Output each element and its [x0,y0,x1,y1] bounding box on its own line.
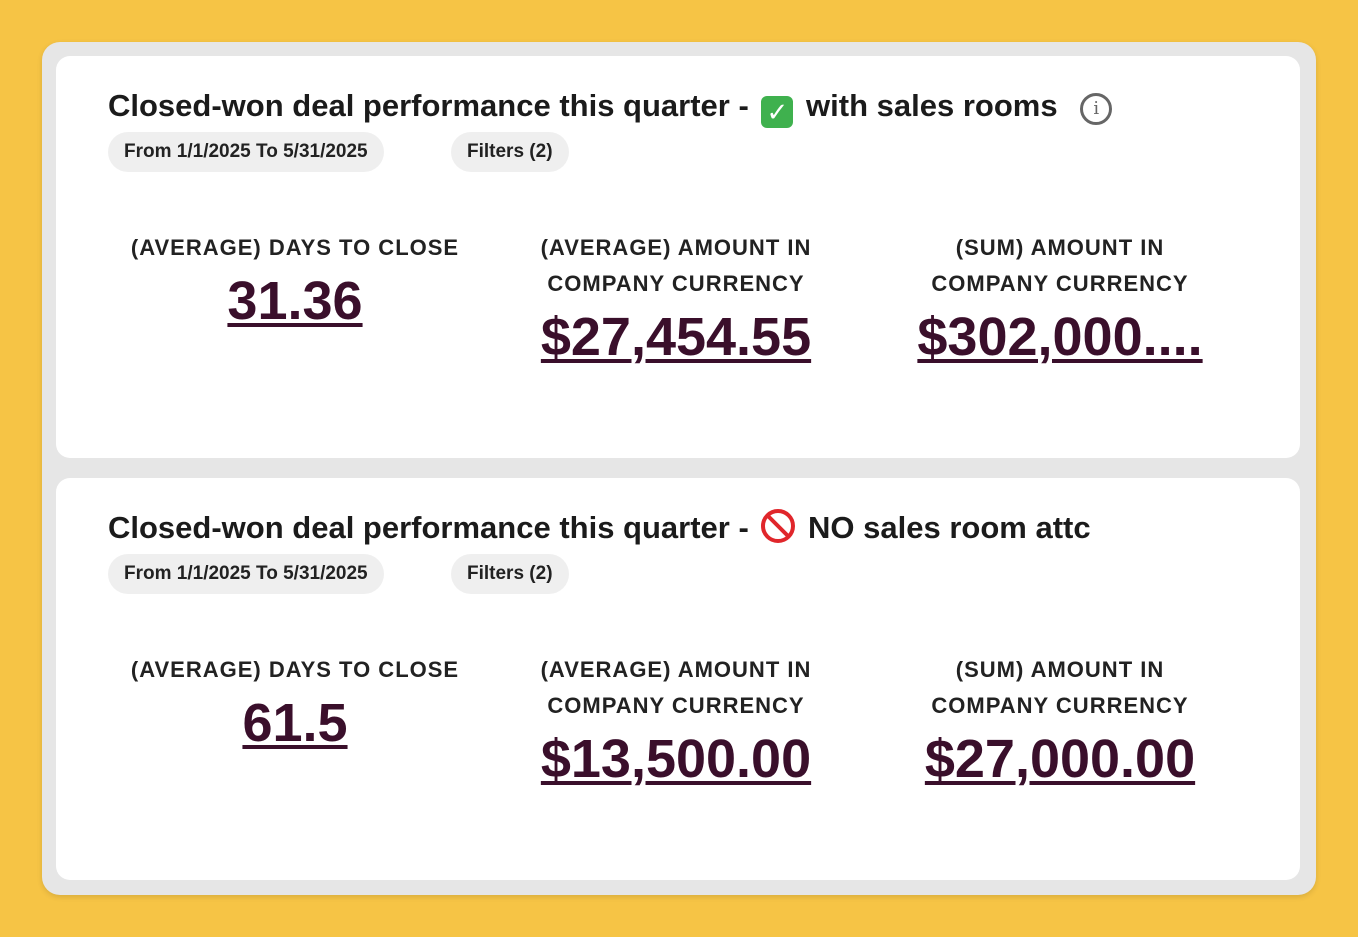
metric-label: (AVERAGE) DAYS TO CLOSE [130,657,460,682]
dashboard-panel: Closed-won deal performance this quarter… [42,42,1316,895]
metric-label: (AVERAGE) DAYS TO CLOSE [130,235,460,260]
metric-label-line-2: COMPANY CURRENCY [547,271,805,296]
metric-label: (AVERAGE) AMOUNT IN [540,657,812,682]
metric-value-link[interactable]: $27,000.00 [924,729,1196,789]
metric-sum-amount: (SUM) AMOUNT IN COMPANY CURRENCY $27,000… [878,652,1242,794]
metric-label: (AVERAGE) AMOUNT IN [540,235,812,260]
prohibited-emoji-icon [761,509,796,543]
filters-pill[interactable]: Filters (2) [451,132,569,172]
metric-label: (SUM) AMOUNT IN [955,657,1165,682]
metric-value-link[interactable]: 31.36 [227,271,363,331]
check-mark-emoji-icon: ✓ [761,96,794,128]
date-range-pill[interactable]: From 1/1/2025 To 5/31/2025 [108,554,384,594]
metric-label: (SUM) AMOUNT IN [955,235,1165,260]
report-card-with-sales-rooms: Closed-won deal performance this quarter… [56,56,1300,458]
card-title[interactable]: Closed-won deal performance this quarter… [108,506,1168,550]
report-card-no-sales-room: Closed-won deal performance this quarter… [56,478,1300,880]
card-title-suffix: with sales rooms [806,88,1058,123]
card-title-prefix: Closed-won deal performance this quarter… [108,88,749,123]
metric-value-link[interactable]: $302,000.... [917,307,1203,367]
card-title[interactable]: Closed-won deal performance this quarter… [108,84,1168,128]
filters-pill[interactable]: Filters (2) [451,554,569,594]
date-range-pill[interactable]: From 1/1/2025 To 5/31/2025 [108,132,384,172]
metric-avg-days-to-close: (AVERAGE) DAYS TO CLOSE 31.36 [116,230,474,336]
card-title-suffix: NO sales room attc [808,510,1091,545]
metric-label-line-2: COMPANY CURRENCY [931,693,1189,718]
metric-avg-amount: (AVERAGE) AMOUNT IN COMPANY CURRENCY $13… [496,652,856,794]
card-title-prefix: Closed-won deal performance this quarter… [108,510,749,545]
metric-label-line-2: COMPANY CURRENCY [931,271,1189,296]
metric-value-link[interactable]: $27,454.55 [540,307,812,367]
metric-label-line-2: COMPANY CURRENCY [547,693,805,718]
metric-avg-amount: (AVERAGE) AMOUNT IN COMPANY CURRENCY $27… [496,230,856,372]
metric-avg-days-to-close: (AVERAGE) DAYS TO CLOSE 61.5 [116,652,474,758]
info-icon[interactable]: i [1080,93,1113,125]
metric-value-link[interactable]: $13,500.00 [540,729,812,789]
metric-sum-amount: (SUM) AMOUNT IN COMPANY CURRENCY $302,00… [878,230,1242,372]
metric-value-link[interactable]: 61.5 [242,693,348,753]
